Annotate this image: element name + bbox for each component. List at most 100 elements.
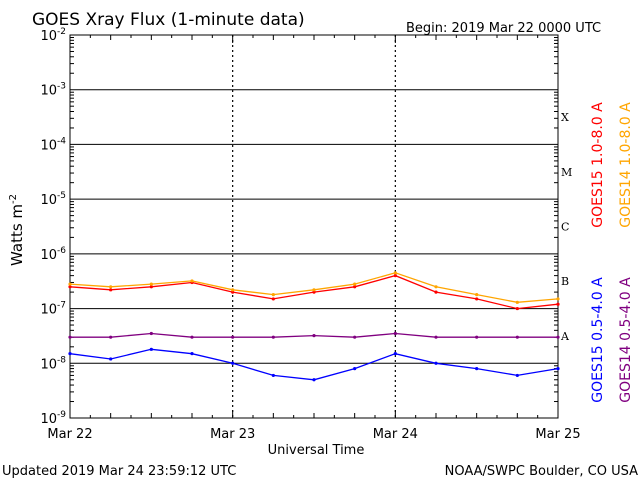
series-point (68, 285, 72, 289)
y-tick-base: 10 (40, 357, 57, 372)
x-axis-label: Universal Time (268, 443, 365, 458)
y-axis-label-group: Watts m-2 (8, 194, 26, 266)
series-point (434, 285, 438, 289)
series-point (434, 290, 438, 294)
series-point (190, 335, 194, 339)
series-point (475, 293, 479, 297)
x-tick-label: Mar 25 (535, 427, 580, 442)
x-tick-label: Mar 22 (47, 427, 92, 442)
y-tick-label: 10-4 (40, 136, 66, 153)
series-point (353, 285, 357, 289)
begin-label: Begin: 2019 Mar 22 0000 UTC (406, 21, 601, 36)
flare-class-label: X (561, 111, 569, 124)
y-tick-label: 10-6 (40, 246, 66, 263)
flare-class-label: M (561, 166, 572, 179)
series-point (556, 297, 560, 301)
y-tick-label: 10-9 (40, 410, 66, 427)
series-point (109, 357, 113, 361)
series-point (556, 302, 560, 306)
flare-class-labels: X M C B A (560, 111, 572, 343)
series-point (393, 274, 397, 278)
flare-class-label: C (561, 221, 569, 234)
series-point (271, 293, 275, 297)
y-tick-base: 10 (40, 138, 57, 153)
svg-text:Watts m-2: Watts m-2 (8, 194, 26, 266)
plot-grid (69, 34, 559, 419)
y-tick-labels: 10-910-810-710-610-510-410-310-2 (40, 27, 66, 427)
y-tick-label: 10-7 (40, 301, 66, 318)
series-point (434, 335, 438, 339)
series-point (515, 306, 519, 311)
series-point (515, 335, 519, 339)
y-tick-exponent: -5 (57, 191, 66, 201)
series-point (68, 282, 72, 286)
series-point (149, 347, 153, 351)
series-lines (68, 271, 560, 382)
legend-entry: GOES15 0.5-4.0 A (590, 277, 606, 403)
y-tick-label: 10-3 (40, 82, 66, 99)
series-point (556, 335, 560, 339)
series-point (312, 290, 316, 294)
series-point (231, 288, 235, 292)
series-point (515, 300, 519, 304)
legend-entry: GOES15 1.0-8.0 A (590, 102, 606, 228)
series-point (190, 279, 194, 283)
legend: GOES15 1.0-8.0 A GOES14 1.0-8.0 A GOES15 0… (590, 102, 634, 403)
series-point (393, 271, 397, 275)
series-point (68, 352, 72, 356)
y-tick-exponent: -3 (57, 82, 66, 92)
series-point (312, 378, 316, 382)
series-point (231, 335, 235, 339)
flare-class-label: B (561, 275, 569, 288)
x-tick-label: Mar 24 (373, 427, 418, 442)
series-point (231, 290, 235, 294)
y-axis-label-exponent: -2 (8, 194, 19, 204)
y-tick-exponent: -7 (57, 301, 66, 311)
series-line (69, 348, 559, 381)
series-point (271, 335, 275, 339)
source-credit: NOAA/SWPC Boulder, CO USA (445, 464, 638, 479)
y-tick-base: 10 (40, 248, 57, 263)
series-point (353, 282, 357, 286)
chart-title: GOES Xray Flux (1-minute data) (32, 10, 305, 30)
series-point (149, 285, 153, 289)
series-point (393, 331, 397, 336)
y-tick-exponent: -4 (57, 136, 66, 146)
series-point (109, 335, 113, 339)
x-tick-labels: Mar 22 Mar 23 Mar 24 Mar 25 (47, 427, 580, 442)
updated-timestamp: Updated 2019 Mar 24 23:59:12 UTC (2, 464, 236, 479)
series-point (149, 282, 153, 286)
series-point (312, 288, 316, 292)
y-tick-exponent: -6 (57, 246, 66, 256)
y-axis-label: Watts m (8, 204, 26, 266)
series-point (475, 297, 479, 301)
y-tick-label: 10-2 (40, 27, 66, 44)
y-tick-base: 10 (40, 412, 57, 427)
y-tick-exponent: -2 (57, 27, 66, 37)
flare-class-label: A (560, 330, 570, 343)
legend-entry: GOES14 0.5-4.0 A (618, 277, 634, 403)
y-tick-base: 10 (40, 303, 57, 318)
series-point (556, 366, 560, 371)
x-tick-label: Mar 23 (210, 427, 255, 442)
legend-entry: GOES14 1.0-8.0 A (618, 102, 634, 228)
y-tick-base: 10 (40, 84, 57, 99)
y-tick-label: 10-8 (40, 355, 66, 372)
series-point (475, 335, 479, 339)
series-point (109, 285, 113, 289)
y-tick-exponent: -8 (57, 355, 66, 365)
series-point (434, 361, 438, 365)
series-point (475, 366, 479, 371)
series-point (231, 361, 235, 365)
series-point (271, 297, 275, 301)
series-point (353, 366, 357, 371)
series-point (271, 373, 275, 378)
y-tick-base: 10 (40, 29, 57, 44)
series-point (312, 334, 316, 338)
series-point (109, 288, 113, 292)
plot-frame (69, 34, 559, 419)
series-point (353, 335, 357, 339)
series-point (68, 335, 72, 339)
y-tick-exponent: -9 (57, 410, 66, 420)
